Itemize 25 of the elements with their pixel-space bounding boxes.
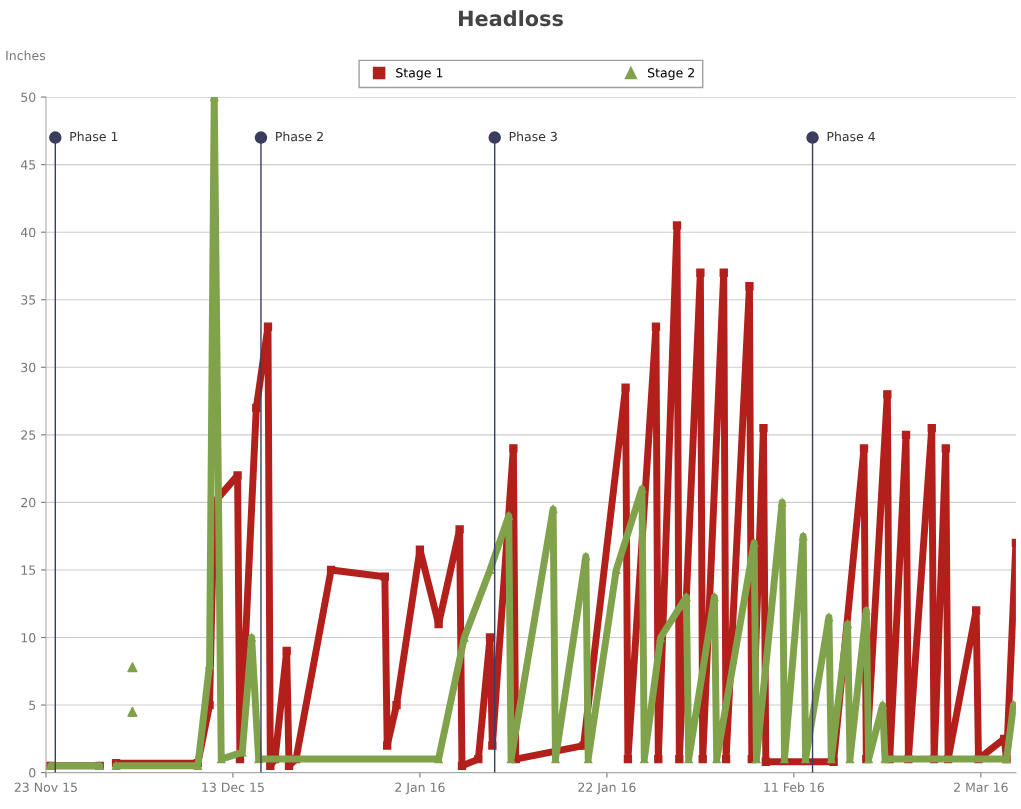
y-tick-label: 15 (21, 565, 36, 575)
legend-label: Stage 2 (647, 68, 694, 80)
x-tick-label: 2 Mar 16 (954, 782, 1008, 792)
y-tick-label: 20 (21, 497, 36, 508)
legend-label: Stage 1 (396, 68, 443, 80)
y-tick-label: 30 (21, 362, 36, 373)
y-tick-label: 25 (21, 430, 36, 440)
x-tick-label: 11 Feb 16 (764, 782, 825, 792)
y-tick-label: 0 (29, 768, 36, 778)
y-tick-label: 10 (21, 632, 36, 643)
y-axis-title: Inches (6, 50, 46, 61)
y-tick-label: 40 (20, 227, 36, 238)
y-tick-label: 50 (21, 92, 36, 103)
y-tick-label: 35 (21, 295, 36, 305)
ref-line-label: Phase 4 (827, 131, 875, 142)
y-tick-label: 5 (29, 700, 36, 710)
x-tick-label: 13 Dec 15 (202, 782, 264, 792)
x-tick-label: 22 Jan 16 (578, 782, 636, 795)
x-tick-label: 23 Nov 15 (14, 782, 77, 792)
ref-line-label: Phase 1 (70, 131, 118, 142)
y-tick-label: 45 (20, 160, 36, 170)
ref-line-label: Phase 2 (276, 131, 323, 142)
ref-line-label: Phase 3 (509, 131, 557, 142)
chart-title: Headloss (459, 10, 563, 27)
x-tick-label: 2 Jan 16 (395, 782, 445, 795)
